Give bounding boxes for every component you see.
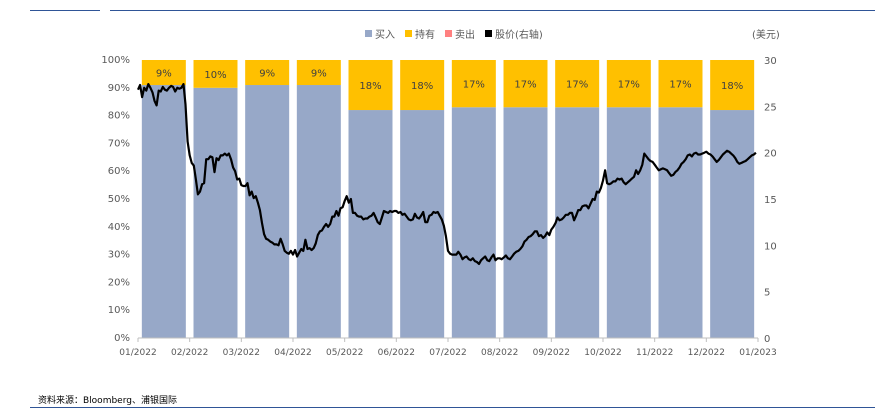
legend-item-price: 股价(右轴) xyxy=(485,26,543,41)
right-axis-unit: (美元) xyxy=(752,30,780,41)
legend-swatch-sell xyxy=(445,30,452,37)
x-tick-label: 05/2022 xyxy=(326,348,363,358)
data-label-7: 17% xyxy=(463,80,485,91)
y-right-tick-label: 30 xyxy=(764,56,777,67)
bar-buy-9 xyxy=(555,107,600,338)
y-right-tick-label: 20 xyxy=(764,149,777,160)
y-left-tick-label: 80% xyxy=(108,111,130,122)
data-label-9: 17% xyxy=(566,80,588,91)
legend-item-sell: 卖出 xyxy=(445,26,475,41)
bar-buy-1 xyxy=(141,85,186,339)
data-label-8: 17% xyxy=(514,80,536,91)
footer-rule xyxy=(30,407,875,408)
bar-buy-8 xyxy=(503,107,548,338)
data-label-10: 17% xyxy=(618,80,640,91)
bar-buy-2 xyxy=(193,87,238,338)
legend-swatch-price xyxy=(485,30,492,37)
bar-hold-3 xyxy=(245,60,290,86)
legend-label-buy: 买入 xyxy=(375,30,395,41)
x-tick-label: 01/2022 xyxy=(119,348,156,358)
bar-buy-10 xyxy=(606,107,651,338)
bar-buy-11 xyxy=(658,107,703,338)
y-left-tick-label: 90% xyxy=(108,83,130,94)
y-left-tick-label: 100% xyxy=(101,55,130,66)
x-tick-label: 04/2022 xyxy=(274,348,311,358)
y-right-tick-label: 0 xyxy=(764,334,770,345)
data-label-1: 9% xyxy=(156,69,172,80)
legend-label-sell: 卖出 xyxy=(455,30,475,41)
data-label-11: 17% xyxy=(669,80,691,91)
bar-hold-6 xyxy=(400,60,445,111)
y-left-tick-label: 30% xyxy=(108,250,130,261)
x-tick-label: 01/2023 xyxy=(739,348,776,358)
bar-hold-8 xyxy=(503,60,548,108)
y-left-tick-label: 50% xyxy=(108,194,130,205)
bar-buy-6 xyxy=(400,110,445,338)
data-label-3: 9% xyxy=(259,69,275,80)
bar-buy-5 xyxy=(348,110,393,338)
y-left-tick-label: 60% xyxy=(108,166,130,177)
y-right-tick-label: 10 xyxy=(764,241,777,252)
x-tick-label: 11/2022 xyxy=(636,348,673,358)
data-label-5: 18% xyxy=(359,81,381,92)
legend-item-buy: 买入 xyxy=(365,26,395,41)
x-tick-label: 09/2022 xyxy=(533,348,570,358)
bar-buy-12 xyxy=(710,110,755,338)
data-label-12: 18% xyxy=(721,81,743,92)
header-rule-left xyxy=(30,10,100,11)
chart-legend: 买入 持有 卖出 股价(右轴) xyxy=(365,26,543,41)
legend-swatch-buy xyxy=(365,30,372,37)
header-rule xyxy=(110,10,875,11)
bar-buy-7 xyxy=(451,107,496,338)
y-left-tick-label: 70% xyxy=(108,138,130,149)
x-tick-label: 06/2022 xyxy=(378,348,415,358)
bar-hold-7 xyxy=(451,60,496,108)
legend-item-hold: 持有 xyxy=(405,26,435,41)
bar-hold-11 xyxy=(658,60,703,108)
bar-hold-12 xyxy=(710,60,755,111)
bar-hold-2 xyxy=(193,60,238,88)
legend-label-hold: 持有 xyxy=(415,30,435,41)
y-left-tick-label: 0% xyxy=(114,333,130,344)
bar-hold-1 xyxy=(141,60,186,86)
y-right-tick-label: 5 xyxy=(764,288,770,299)
y-left-tick-label: 40% xyxy=(108,222,130,233)
legend-swatch-hold xyxy=(405,30,412,37)
legend-label-price: 股价(右轴) xyxy=(495,30,543,41)
x-tick-label: 03/2022 xyxy=(223,348,260,358)
price-line xyxy=(136,82,757,265)
y-right-tick-label: 25 xyxy=(764,102,777,113)
x-tick-label: 02/2022 xyxy=(171,348,208,358)
x-tick-label: 07/2022 xyxy=(429,348,466,358)
source-note: 资料来源：Bloomberg、浦银国际 xyxy=(38,396,177,406)
data-label-6: 18% xyxy=(411,81,433,92)
bar-hold-4 xyxy=(296,60,341,86)
y-right-tick-label: 15 xyxy=(764,195,777,206)
bar-hold-9 xyxy=(555,60,600,108)
y-left-tick-label: 10% xyxy=(108,305,130,316)
bar-buy-4 xyxy=(296,85,341,339)
bar-buy-3 xyxy=(245,85,290,339)
bar-hold-10 xyxy=(606,60,651,108)
data-label-4: 9% xyxy=(311,69,327,80)
x-tick-label: 08/2022 xyxy=(481,348,518,358)
data-label-2: 10% xyxy=(204,70,226,81)
bar-hold-5 xyxy=(348,60,393,111)
y-left-tick-label: 20% xyxy=(108,277,130,288)
x-tick-label: 10/2022 xyxy=(584,348,621,358)
x-tick-label: 12/2022 xyxy=(688,348,725,358)
